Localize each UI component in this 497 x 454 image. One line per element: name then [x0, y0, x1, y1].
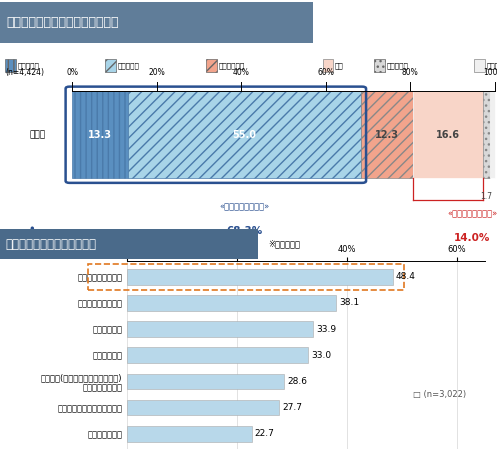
Bar — [128, 91, 361, 178]
Bar — [127, 269, 393, 285]
Text: 80%: 80% — [402, 68, 418, 77]
Text: 22.7: 22.7 — [254, 429, 274, 438]
Text: 13.3: 13.3 — [88, 130, 112, 140]
Bar — [206, 59, 217, 72]
Text: 20%: 20% — [148, 68, 165, 77]
Text: 無回答: 無回答 — [487, 62, 497, 69]
Bar — [323, 59, 333, 72]
Text: 偏見や差別があると思う場面: 偏見や差別があると思う場面 — [5, 237, 96, 251]
Text: 1.7: 1.7 — [480, 192, 492, 202]
Bar — [474, 59, 485, 72]
Text: 外国人に対する偏見や差別の有無: 外国人に対する偏見や差別の有無 — [6, 16, 118, 30]
Text: 27.7: 27.7 — [282, 403, 302, 412]
Text: 68.3%: 68.3% — [226, 226, 262, 236]
Bar — [72, 91, 128, 178]
Text: 16.6: 16.6 — [436, 130, 460, 140]
Text: 多少はある: 多少はある — [118, 62, 140, 69]
Text: 33.9: 33.9 — [316, 325, 336, 334]
Text: 分からない: 分からない — [386, 62, 408, 69]
Text: 38.1: 38.1 — [339, 298, 359, 307]
Bar — [483, 91, 490, 178]
Bar — [0, 2, 313, 43]
Text: 12.3: 12.3 — [375, 130, 399, 140]
Text: 14.0%: 14.0% — [454, 233, 491, 243]
Text: 100%: 100% — [484, 68, 497, 77]
Bar — [374, 59, 385, 72]
Text: 55.0: 55.0 — [233, 130, 256, 140]
Text: «偏見や差別がある»: «偏見や差別がある» — [219, 202, 269, 211]
Bar — [490, 91, 495, 178]
Bar — [127, 374, 284, 389]
Text: 40%: 40% — [233, 68, 249, 77]
Text: 28.6: 28.6 — [287, 377, 307, 386]
Bar — [127, 347, 309, 363]
Text: 0%: 0% — [66, 68, 78, 77]
Bar — [361, 91, 413, 178]
Text: □ (n=3,022): □ (n=3,022) — [413, 390, 466, 399]
Text: 33.0: 33.0 — [311, 351, 331, 360]
Bar — [127, 426, 251, 442]
Text: ない: ない — [335, 62, 344, 69]
Bar — [105, 59, 116, 72]
Text: «偏見や差別がない»: «偏見や差別がない» — [447, 209, 497, 218]
Bar — [413, 91, 483, 178]
Bar — [127, 321, 314, 337]
Bar — [127, 295, 336, 311]
Bar — [127, 400, 279, 415]
Text: ※上位７項目: ※上位７項目 — [268, 240, 300, 248]
Text: 48.4: 48.4 — [396, 272, 416, 281]
Text: かなりある: かなりある — [17, 62, 39, 69]
Text: 60%: 60% — [317, 68, 334, 77]
Text: (n=4,424): (n=4,424) — [5, 68, 44, 77]
Text: ほとんどない: ほとんどない — [218, 62, 245, 69]
Text: 全　体: 全 体 — [29, 130, 45, 139]
Bar — [5, 59, 16, 72]
